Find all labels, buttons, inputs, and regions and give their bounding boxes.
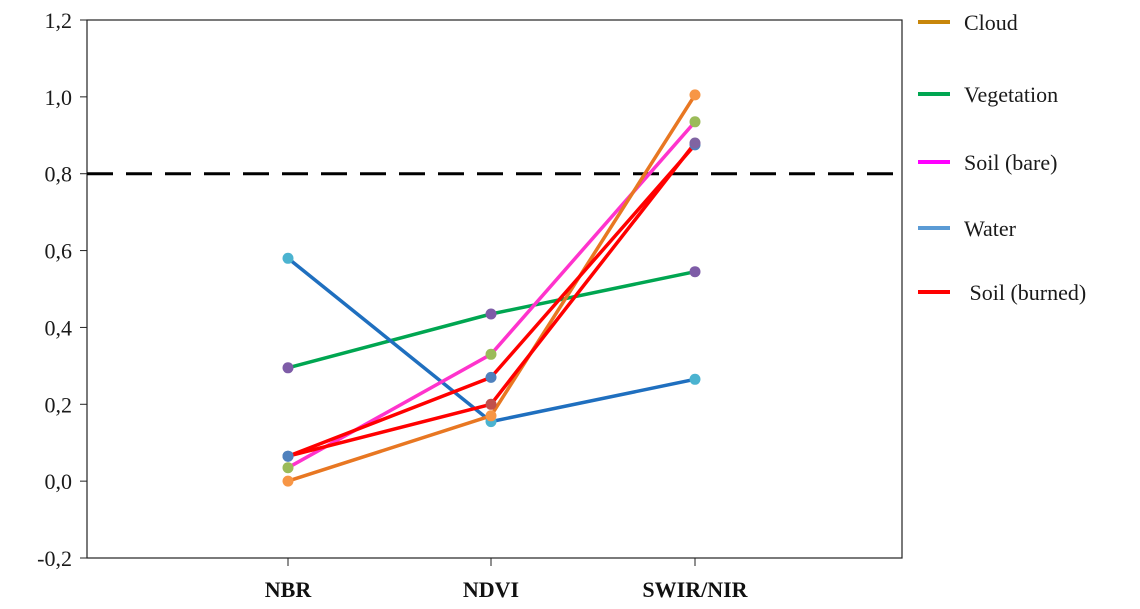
data-point [282, 252, 294, 264]
plot-area [86, 19, 903, 559]
legend-label: Soil (burned) [964, 280, 1086, 305]
y-axis: -0,2 0,0 0,2 0,4 0,6 0,8 1,0 1,2 [37, 8, 87, 571]
y-tick-label: 0,6 [45, 239, 73, 264]
series-group [282, 89, 701, 487]
data-point [689, 266, 701, 278]
y-tick-label: 0,2 [45, 392, 73, 417]
y-tick-label: 0,0 [45, 469, 73, 494]
data-point [485, 371, 497, 383]
data-point [485, 410, 497, 422]
legend: Cloud Vegetation Soil (bare) Water Soil (bu… [918, 10, 1086, 305]
x-axis: NBR NDVI SWIR/NIR [265, 558, 749, 602]
data-point [689, 116, 701, 128]
data-point [485, 398, 497, 410]
x-tick-label: NDVI [463, 577, 519, 602]
y-tick-label: 1,0 [45, 85, 73, 110]
legend-label: Water [964, 216, 1017, 241]
legend-label: Soil (bare) [964, 150, 1057, 175]
x-tick-label: SWIR/NIR [642, 577, 748, 602]
data-point [689, 373, 701, 385]
data-point [282, 462, 294, 474]
data-point [689, 137, 701, 149]
data-point [282, 475, 294, 487]
data-point [485, 348, 497, 360]
legend-label: Cloud [964, 10, 1018, 35]
y-tick-label: -0,2 [37, 546, 72, 571]
data-point [282, 450, 294, 462]
legend-label: Vegetation [964, 82, 1058, 107]
data-point [689, 89, 701, 101]
y-tick-label: 0,8 [45, 162, 73, 187]
x-tick-label: NBR [265, 577, 313, 602]
y-tick-label: 0,4 [45, 315, 73, 340]
y-tick-label: 1,2 [45, 8, 73, 33]
data-point [485, 308, 497, 320]
data-point [282, 362, 294, 374]
